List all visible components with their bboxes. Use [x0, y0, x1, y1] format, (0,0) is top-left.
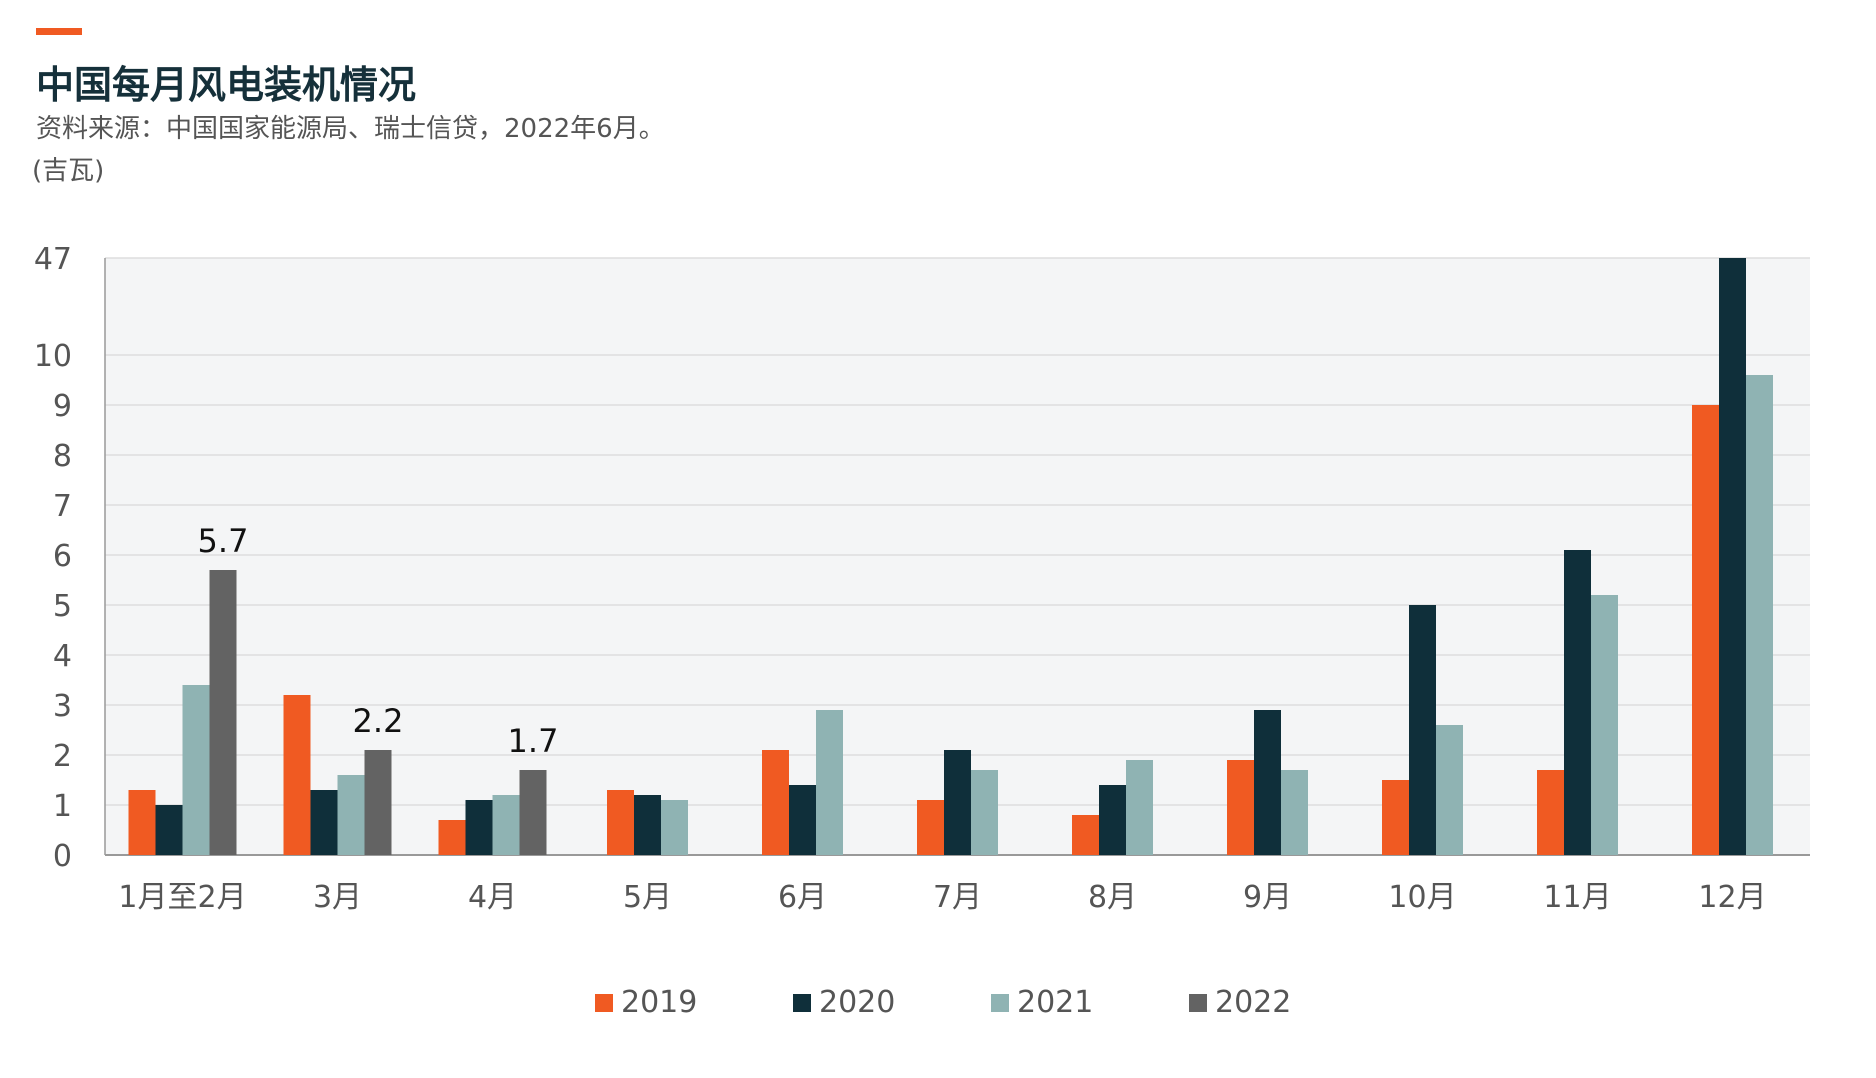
bar-2022-1 — [364, 750, 392, 855]
bar-2021-2 — [492, 795, 520, 855]
bar-2020-1 — [310, 790, 338, 855]
bar-2019-3 — [607, 790, 634, 855]
bar-2020-7 — [1254, 710, 1281, 855]
accent-line — [36, 28, 82, 35]
legend-item-2022: 2022 — [1189, 985, 1291, 1020]
y-tick-label: 8 — [53, 439, 72, 474]
bar-2019-4 — [762, 750, 789, 855]
bar-2021-6 — [1126, 760, 1153, 855]
y-tick-label: 0 — [53, 839, 72, 874]
y-tick-label: 7 — [53, 489, 72, 524]
y-tick-label: 4 — [53, 639, 72, 674]
x-tick-label: 5月 — [623, 880, 672, 915]
x-tick-label: 10月 — [1388, 880, 1456, 915]
bar-2019-5 — [917, 800, 944, 855]
data-label: 5.7 — [198, 522, 249, 560]
x-tick-label: 7月 — [933, 880, 982, 915]
bar-2020-5 — [944, 750, 971, 855]
data-label: 2.2 — [353, 702, 404, 740]
chart-unit: (吉瓦) — [32, 156, 105, 186]
bar-2020-4 — [789, 785, 816, 855]
legend: 2019 2020 2021 2022 — [0, 985, 1876, 1025]
data-label: 1.7 — [508, 722, 559, 760]
x-tick-label: 9月 — [1243, 880, 1292, 915]
bar-chart: 0 1 2 3 4 5 6 7 8 9 10 47 1月至2月 5.7 3月 2.2 4月 1.7 5月 6月 7月 8月… — [34, 242, 1810, 915]
bar-2020-0 — [155, 805, 183, 855]
x-tick-label: 4月 — [468, 880, 517, 915]
legend-swatch-2020 — [793, 993, 811, 1012]
legend-item-2019: 2019 — [595, 985, 697, 1020]
x-tick-label: 11月 — [1543, 880, 1611, 915]
bar-2021-4 — [816, 710, 843, 855]
bar-2021-5 — [971, 770, 998, 855]
legend-label-2020: 2020 — [819, 985, 896, 1020]
x-tick-label: 8月 — [1088, 880, 1137, 915]
legend-label-2021: 2021 — [1017, 985, 1094, 1020]
y-tick-label: 47 — [34, 242, 72, 277]
bar-2021-8 — [1436, 725, 1463, 855]
legend-swatch-2022 — [1189, 993, 1207, 1012]
bar-2022-2 — [519, 770, 547, 855]
x-tick-label: 3月 — [313, 880, 362, 915]
bar-2021-7 — [1281, 770, 1308, 855]
legend-item-2020: 2020 — [793, 985, 895, 1020]
y-tick-label: 5 — [53, 589, 72, 624]
y-tick-label: 2 — [53, 739, 72, 774]
bar-2019-9 — [1537, 770, 1564, 855]
y-tick-label: 9 — [53, 389, 72, 424]
legend-swatch-2019 — [595, 993, 613, 1012]
bar-2019-2 — [438, 820, 466, 855]
y-tick-label: 3 — [53, 689, 72, 724]
bar-2019-1 — [283, 695, 311, 855]
bar-2021-3 — [661, 800, 688, 855]
y-tick-label: 10 — [34, 339, 72, 374]
bar-2021-9 — [1591, 595, 1618, 855]
legend-label-2022: 2022 — [1215, 985, 1292, 1020]
legend-swatch-2021 — [991, 993, 1009, 1012]
bar-2019-10 — [1692, 405, 1719, 855]
x-tick-label: 6月 — [778, 880, 827, 915]
bar-2020-9 — [1564, 550, 1591, 855]
legend-label-2019: 2019 — [621, 985, 698, 1020]
bar-2022-0 — [209, 570, 237, 855]
bar-2019-7 — [1227, 760, 1254, 855]
bar-2021-10 — [1746, 375, 1773, 855]
bar-2019-8 — [1382, 780, 1409, 855]
bar-2020-10 — [1719, 258, 1746, 855]
legend-item-2021: 2021 — [991, 985, 1093, 1020]
chart-source: 资料来源：中国国家能源局、瑞士信贷，2022年6月。 — [36, 114, 665, 144]
bar-2021-1 — [337, 775, 365, 855]
bar-2020-8 — [1409, 605, 1436, 855]
bar-2020-3 — [634, 795, 661, 855]
y-tick-label: 6 — [53, 539, 72, 574]
bar-2020-2 — [465, 800, 493, 855]
x-tick-label: 1月至2月 — [118, 880, 246, 915]
bar-2019-6 — [1072, 815, 1099, 855]
bar-2019-0 — [128, 790, 156, 855]
chart-title: 中国每月风电装机情况 — [36, 63, 417, 107]
bar-2020-6 — [1099, 785, 1126, 855]
x-tick-label: 12月 — [1698, 880, 1766, 915]
y-tick-label: 1 — [53, 789, 72, 824]
bar-2021-0 — [182, 685, 210, 855]
